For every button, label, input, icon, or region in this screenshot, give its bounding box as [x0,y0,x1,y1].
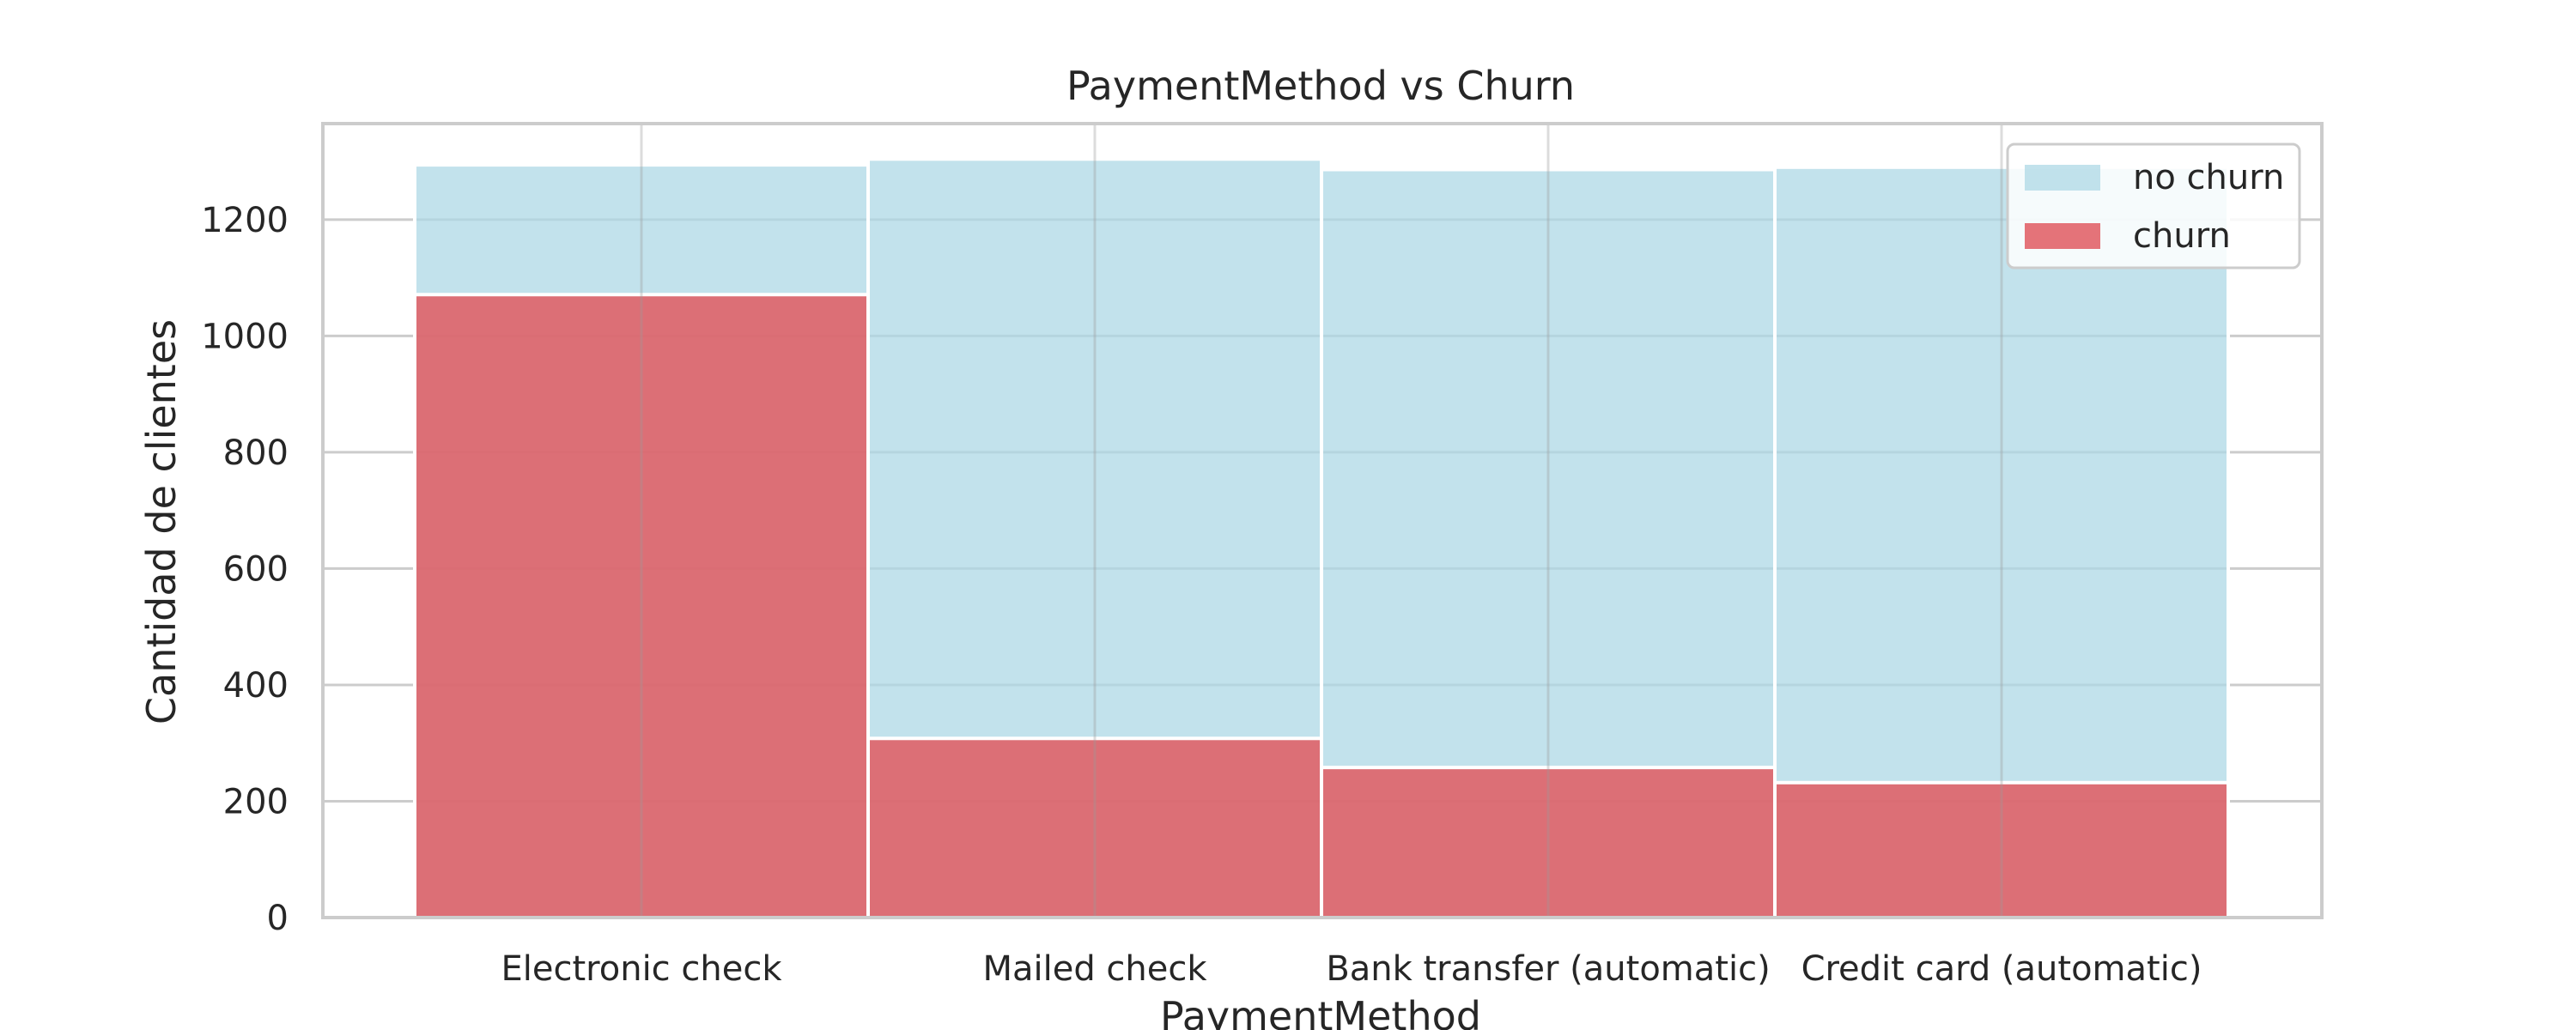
bars [413,124,2230,920]
x-tick-label: Mailed check [982,949,1207,989]
y-tick-label: 1200 [201,201,289,240]
y-tick-label: 1000 [201,317,289,356]
bar-churn [413,293,870,919]
y-tick-label: 800 [223,433,289,473]
bar-churn [1320,766,1777,920]
bar-churn [1773,780,2230,919]
x-tick-label: Bank transfer (automatic) [1326,949,1770,989]
y-tick-label: 400 [223,666,289,706]
y-axis-label: Cantidad de clientes [138,319,185,724]
y-tick-label: 200 [223,782,289,821]
chart-title: PaymentMethod vs Churn [1066,63,1575,109]
y-tick-label: 600 [223,549,289,589]
y-tick-label: 0 [267,899,289,938]
bar-churn [866,736,1323,919]
y-axis-ticks: 0 200 400 600 800 1000 1200 [201,201,289,938]
legend: no churn churn [2006,142,2301,270]
legend-label: no churn [2133,158,2284,197]
plot-frame [321,122,2324,919]
x-tick-label: Credit card (automatic) [1801,949,2202,989]
x-axis-label: PaymentMethod [1160,993,1481,1030]
legend-swatch [2025,223,2100,249]
legend-swatch [2025,165,2100,191]
x-axis-ticks: Electronic check Mailed check Bank transfe… [501,949,2202,989]
x-tick-label: Electronic check [501,949,783,989]
legend-label: churn [2133,216,2231,256]
